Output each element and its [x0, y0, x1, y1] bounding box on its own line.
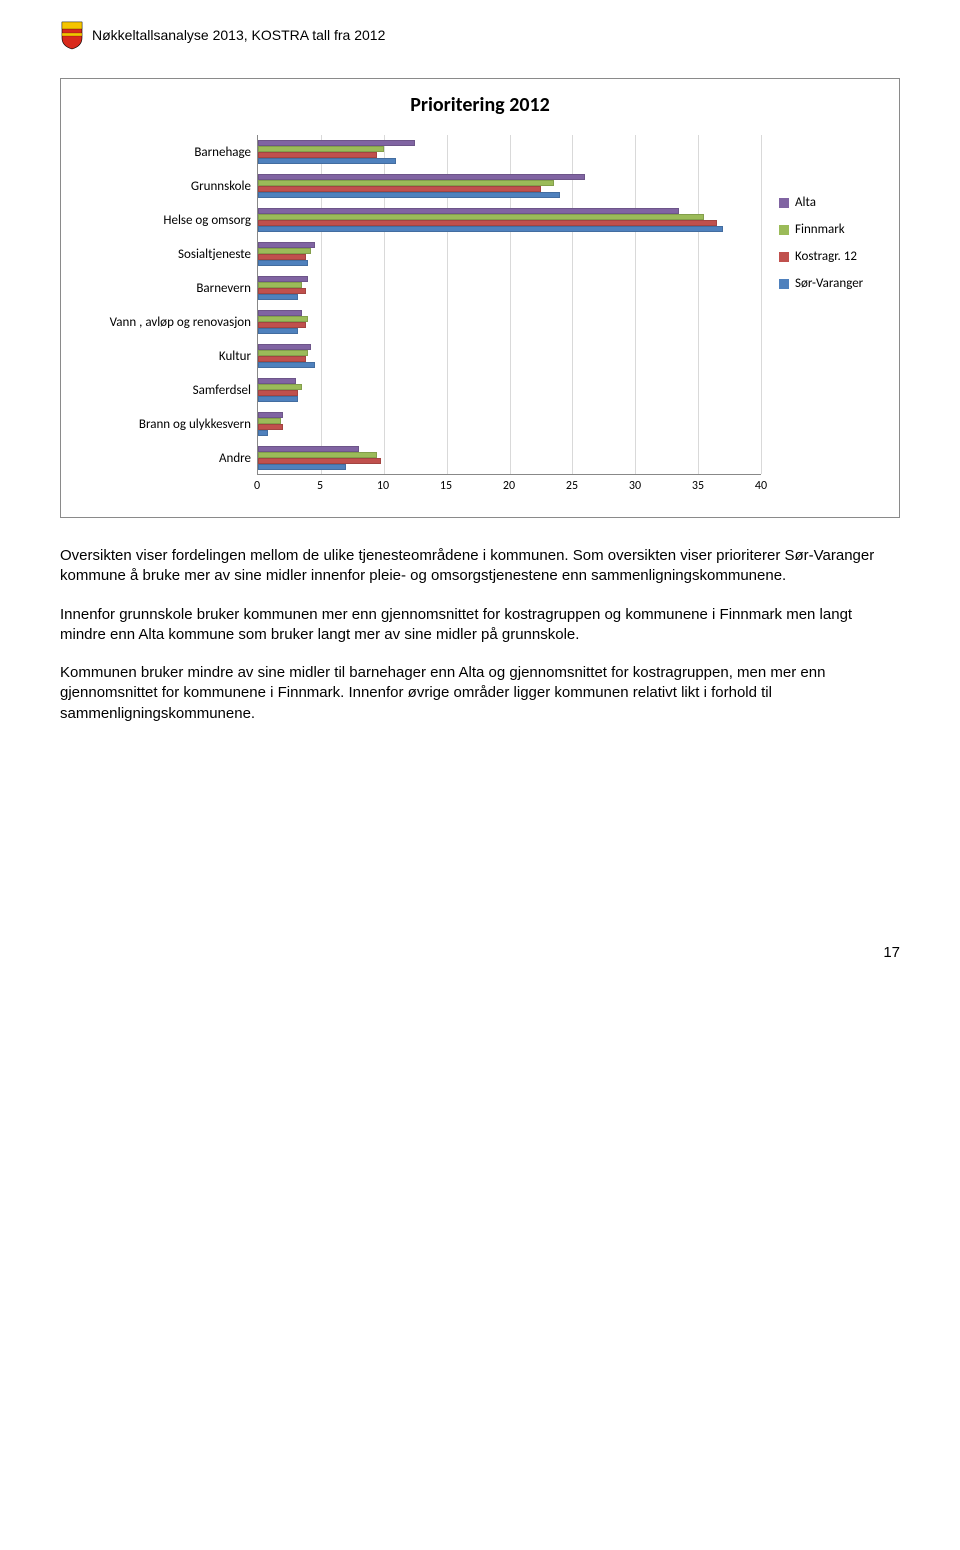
y-axis-labels: BarnehageGrunnskoleHelse og omsorgSosial… [79, 135, 257, 475]
paragraph-2: Innenfor grunnskole bruker kommunen mer … [60, 605, 900, 646]
legend-label: Kostragr. 12 [795, 249, 857, 264]
x-tick-label: 0 [254, 479, 260, 493]
bar-group [258, 271, 761, 305]
plot-area [257, 135, 761, 475]
x-tick-label: 5 [317, 479, 323, 493]
gridline [761, 135, 762, 474]
legend-item: Alta [779, 195, 881, 210]
y-axis-label: Andre [79, 441, 251, 475]
plot-wrap: 0510152025303540 [257, 135, 761, 495]
y-axis-label: Vann , avløp og renovasjon [79, 305, 251, 339]
legend-swatch [779, 279, 789, 289]
legend-label: Alta [795, 195, 816, 210]
x-tick-label: 30 [629, 479, 641, 493]
x-tick-label: 20 [503, 479, 515, 493]
bar [258, 396, 298, 402]
bar [258, 192, 560, 198]
legend-label: Finnmark [795, 222, 845, 237]
x-tick-label: 10 [377, 479, 389, 493]
body-text: Oversikten viser fordelingen mellom de u… [60, 546, 900, 724]
legend-swatch [779, 225, 789, 235]
y-axis-label: Helse og omsorg [79, 203, 251, 237]
bar-group [258, 441, 761, 475]
bar [258, 464, 346, 470]
legend-item: Kostragr. 12 [779, 249, 881, 264]
legend-item: Sør-Varanger [779, 276, 881, 291]
y-axis-label: Kultur [79, 339, 251, 373]
legend-swatch [779, 252, 789, 262]
bar [258, 328, 298, 334]
bar [258, 158, 396, 164]
x-tick-label: 35 [692, 479, 704, 493]
legend-label: Sør-Varanger [795, 276, 863, 291]
page-header: Nøkkeltallsanalyse 2013, KOSTRA tall fra… [60, 20, 900, 50]
chart-title: Prioritering 2012 [79, 93, 881, 117]
bar-group [258, 339, 761, 373]
bar [258, 294, 298, 300]
legend-swatch [779, 198, 789, 208]
bar-group [258, 407, 761, 441]
y-axis-label: Sosialtjeneste [79, 237, 251, 271]
bar-group [258, 237, 761, 271]
bar-group [258, 169, 761, 203]
bar-group [258, 373, 761, 407]
x-axis-ticks: 0510152025303540 [257, 475, 761, 495]
bar [258, 260, 308, 266]
legend-item: Finnmark [779, 222, 881, 237]
y-axis-label: Samferdsel [79, 373, 251, 407]
x-tick-label: 40 [755, 479, 767, 493]
chart-container: Prioritering 2012 BarnehageGrunnskoleHel… [60, 78, 900, 518]
bar-group [258, 305, 761, 339]
x-tick-label: 15 [440, 479, 452, 493]
y-axis-label: Grunnskole [79, 169, 251, 203]
shield-icon [60, 20, 84, 50]
legend: Alta Finnmark Kostragr. 12 Sør-Varanger [761, 135, 881, 303]
paragraph-3: Kommunen bruker mindre av sine midler ti… [60, 663, 900, 724]
header-text: Nøkkeltallsanalyse 2013, KOSTRA tall fra… [92, 27, 385, 43]
bar-group [258, 135, 761, 169]
y-axis-label: Barnehage [79, 135, 251, 169]
y-axis-label: Barnevern [79, 271, 251, 305]
y-axis-label: Brann og ulykkesvern [79, 407, 251, 441]
page-number: 17 [60, 944, 900, 961]
x-tick-label: 25 [566, 479, 578, 493]
paragraph-1: Oversikten viser fordelingen mellom de u… [60, 546, 900, 587]
chart-body: BarnehageGrunnskoleHelse og omsorgSosial… [79, 135, 881, 495]
bar [258, 226, 723, 232]
bar [258, 362, 315, 368]
bar [258, 430, 268, 436]
bar-group [258, 203, 761, 237]
